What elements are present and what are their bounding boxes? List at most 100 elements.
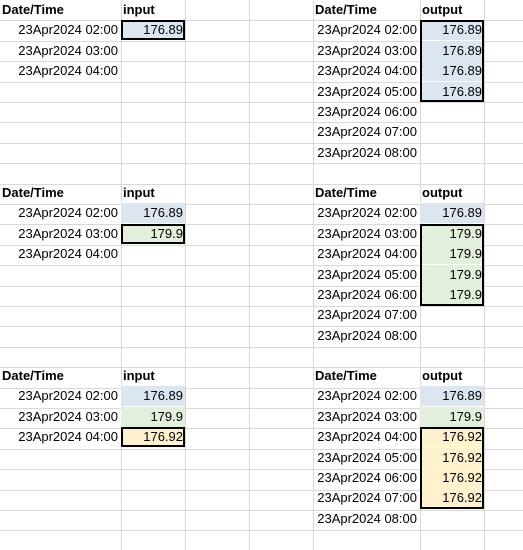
output-datetime-cell[interactable]: 23Apr2024 04:00 [317, 246, 417, 261]
grid-row-line [0, 143, 523, 144]
output-datetime-cell[interactable]: 23Apr2024 02:00 [317, 22, 417, 37]
output-value-cell[interactable] [420, 305, 484, 325]
input-value-header[interactable]: input [123, 2, 155, 17]
grid-row-line [0, 82, 523, 83]
grid-column-line [249, 0, 250, 550]
output-value-cell[interactable]: 179.9 [420, 407, 484, 427]
output-value-cell[interactable]: 176.89 [420, 386, 484, 406]
input-datetime-header[interactable]: Date/Time [2, 2, 64, 17]
output-value-cell[interactable] [420, 143, 484, 163]
output-datetime-cell[interactable]: 23Apr2024 06:00 [317, 470, 417, 485]
output-datetime-cell[interactable]: 23Apr2024 06:00 [317, 287, 417, 302]
output-datetime-cell[interactable]: 23Apr2024 02:00 [317, 205, 417, 220]
output-value-cell[interactable]: 176.92 [420, 468, 484, 488]
grid-row-line [0, 306, 523, 307]
output-value-cell[interactable]: 176.89 [420, 61, 484, 81]
output-value-cell[interactable]: 176.89 [420, 20, 484, 40]
input-value-cell[interactable] [121, 61, 185, 81]
grid-row-line [0, 469, 523, 470]
output-datetime-header[interactable]: Date/Time [315, 368, 377, 383]
input-value-cell[interactable]: 176.92 [121, 427, 185, 447]
grid-row-line [0, 286, 523, 287]
grid-row-line [0, 367, 523, 368]
grid-row-line [0, 265, 523, 266]
output-value-cell[interactable]: 176.92 [420, 448, 484, 468]
grid-column-line [121, 0, 122, 550]
output-datetime-cell[interactable]: 23Apr2024 02:00 [317, 388, 417, 403]
grid-row-line [0, 347, 523, 348]
grid-row-line [0, 245, 523, 246]
output-value-cell[interactable]: 179.9 [420, 285, 484, 305]
input-value-header[interactable]: input [123, 185, 155, 200]
output-datetime-cell[interactable]: 23Apr2024 04:00 [317, 429, 417, 444]
grid-row-line [0, 61, 523, 62]
grid-row-line [0, 408, 523, 409]
input-value-cell[interactable]: 179.9 [121, 407, 185, 427]
output-datetime-cell[interactable]: 23Apr2024 08:00 [317, 328, 417, 343]
grid-row-line [0, 122, 523, 123]
output-value-cell[interactable] [420, 102, 484, 122]
input-datetime-header[interactable]: Date/Time [2, 185, 64, 200]
output-datetime-cell[interactable]: 23Apr2024 04:00 [317, 63, 417, 78]
grid-row-line [0, 41, 523, 42]
input-value-cell[interactable] [121, 244, 185, 264]
output-datetime-cell[interactable]: 23Apr2024 06:00 [317, 104, 417, 119]
grid-row-line [0, 204, 523, 205]
output-value-cell[interactable]: 176.92 [420, 488, 484, 508]
input-datetime-cell[interactable]: 23Apr2024 03:00 [18, 409, 118, 424]
grid-column-line [185, 0, 186, 550]
output-datetime-cell[interactable]: 23Apr2024 03:00 [317, 226, 417, 241]
output-value-cell[interactable]: 179.9 [420, 244, 484, 264]
output-datetime-cell[interactable]: 23Apr2024 03:00 [317, 43, 417, 58]
grid-row-line [0, 490, 523, 491]
output-datetime-cell[interactable]: 23Apr2024 05:00 [317, 450, 417, 465]
output-value-cell[interactable]: 176.89 [420, 41, 484, 61]
input-datetime-cell[interactable]: 23Apr2024 04:00 [18, 246, 118, 261]
input-datetime-cell[interactable]: 23Apr2024 04:00 [18, 429, 118, 444]
grid-row-line [0, 20, 523, 21]
output-datetime-header[interactable]: Date/Time [315, 185, 377, 200]
output-datetime-header[interactable]: Date/Time [315, 2, 377, 17]
input-datetime-cell[interactable]: 23Apr2024 02:00 [18, 388, 118, 403]
output-value-header[interactable]: output [422, 2, 463, 17]
grid-column-line [484, 0, 485, 550]
input-datetime-cell[interactable]: 23Apr2024 03:00 [18, 43, 118, 58]
output-value-cell[interactable] [420, 509, 484, 529]
output-datetime-cell[interactable]: 23Apr2024 07:00 [317, 124, 417, 139]
output-value-cell[interactable]: 176.89 [420, 82, 484, 102]
input-datetime-cell[interactable]: 23Apr2024 03:00 [18, 226, 118, 241]
input-value-cell[interactable]: 176.89 [121, 386, 185, 406]
grid-row-line [0, 449, 523, 450]
output-value-cell[interactable]: 179.9 [420, 224, 484, 244]
input-value-header[interactable]: input [123, 368, 155, 383]
input-datetime-header[interactable]: Date/Time [2, 368, 64, 383]
grid-row-line [0, 326, 523, 327]
output-value-cell[interactable]: 179.9 [420, 265, 484, 285]
input-datetime-cell[interactable]: 23Apr2024 04:00 [18, 63, 118, 78]
output-value-cell[interactable] [420, 122, 484, 142]
output-datetime-cell[interactable]: 23Apr2024 05:00 [317, 84, 417, 99]
input-datetime-cell[interactable]: 23Apr2024 02:00 [18, 22, 118, 37]
output-value-cell[interactable] [420, 326, 484, 346]
output-value-cell[interactable]: 176.89 [420, 203, 484, 223]
input-value-cell[interactable]: 176.89 [121, 20, 185, 40]
output-datetime-cell[interactable]: 23Apr2024 08:00 [317, 145, 417, 160]
grid-row-line [0, 510, 523, 511]
input-value-cell[interactable]: 176.89 [121, 203, 185, 223]
output-datetime-cell[interactable]: 23Apr2024 07:00 [317, 307, 417, 322]
grid-row-line [0, 184, 523, 185]
output-datetime-cell[interactable]: 23Apr2024 05:00 [317, 267, 417, 282]
output-value-header[interactable]: output [422, 185, 463, 200]
output-datetime-cell[interactable]: 23Apr2024 08:00 [317, 511, 417, 526]
grid-row-line [0, 224, 523, 225]
grid-row-line [0, 102, 523, 103]
input-datetime-cell[interactable]: 23Apr2024 02:00 [18, 205, 118, 220]
output-datetime-cell[interactable]: 23Apr2024 07:00 [317, 490, 417, 505]
input-value-cell[interactable]: 179.9 [121, 224, 185, 244]
output-datetime-cell[interactable]: 23Apr2024 03:00 [317, 409, 417, 424]
output-value-cell[interactable]: 176.92 [420, 427, 484, 447]
output-value-header[interactable]: output [422, 368, 463, 383]
input-value-cell[interactable] [121, 41, 185, 61]
grid-row-line [0, 530, 523, 531]
